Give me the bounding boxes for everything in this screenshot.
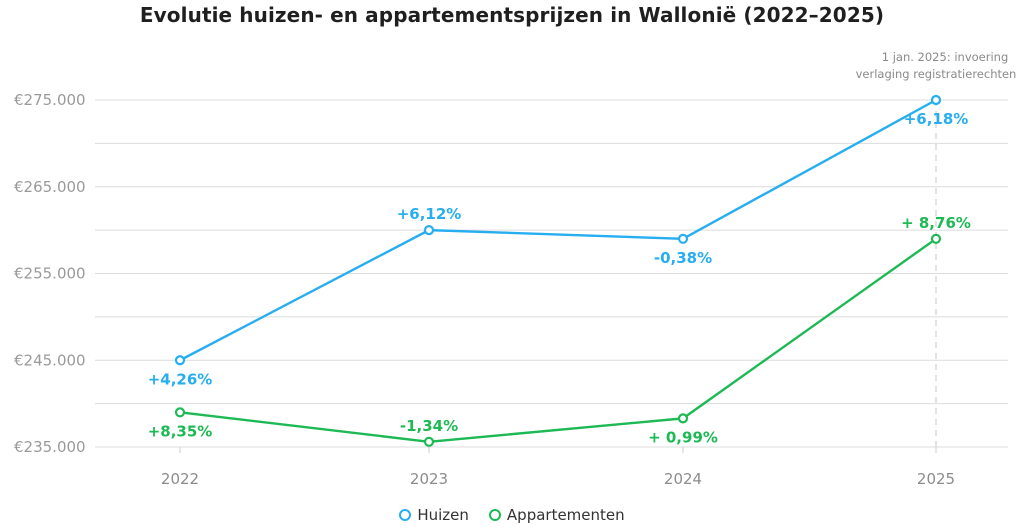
series-lines [174,94,942,447]
x-tick-label: 2025 [917,470,955,488]
x-tick-label: 2023 [410,470,448,488]
data-labels: +4,26% +6,12% -0,38% +6,18% +8,35% -1,34% + 0,… [148,110,971,446]
annotation-text: 1 jan. 2025: invoering [882,50,1009,64]
series-line-huizen [179,98,937,362]
x-tick-label: 2024 [664,470,702,488]
legend-item-appartementen[interactable]: Appartementen [488,506,625,524]
y-tick-label: €235.000 [14,438,86,456]
legend-marker-icon [399,509,412,521]
data-point [174,355,186,366]
y-tick-label: €255.000 [14,265,86,283]
data-point [677,233,689,244]
y-axis-ticks: €235.000 €245.000 €255.000 €265.000 €275.000 [14,91,86,456]
legend: Huizen Appartementen [0,506,1024,525]
data-label: + 0,99% [648,428,718,446]
legend-item-huizen[interactable]: Huizen [399,506,469,524]
y-tick-label: €265.000 [14,178,86,196]
data-point [677,413,689,424]
y-tick-label: €245.000 [14,351,86,369]
annotation-text: verlaging registratierechten [856,67,1017,81]
x-tick-label: 2022 [161,470,199,488]
y-tick-label: €275.000 [14,91,86,109]
data-point [930,94,942,106]
data-label: -1,34% [400,417,458,435]
data-point [174,407,186,418]
data-label: + 8,76% [901,214,971,232]
legend-label: Huizen [417,506,469,524]
grid-lines [95,99,1008,453]
x-axis-ticks: 2022 2023 2024 2025 [161,470,955,488]
data-label: +6,18% [904,110,969,128]
data-point [423,225,435,236]
data-label: -0,38% [654,249,712,267]
series-line-appartementen [179,237,937,443]
chart-title: Evolutie huizen- en appartementsprijzen … [139,3,885,27]
data-label: +4,26% [148,370,213,388]
data-label: +8,35% [148,422,213,440]
data-point [930,233,942,244]
legend-label: Appartementen [506,506,625,524]
annotation: 1 jan. 2025: invoering verlaging registra… [856,50,1017,447]
data-point [423,436,435,447]
data-label: +6,12% [397,205,462,223]
legend-marker-icon [488,509,501,521]
